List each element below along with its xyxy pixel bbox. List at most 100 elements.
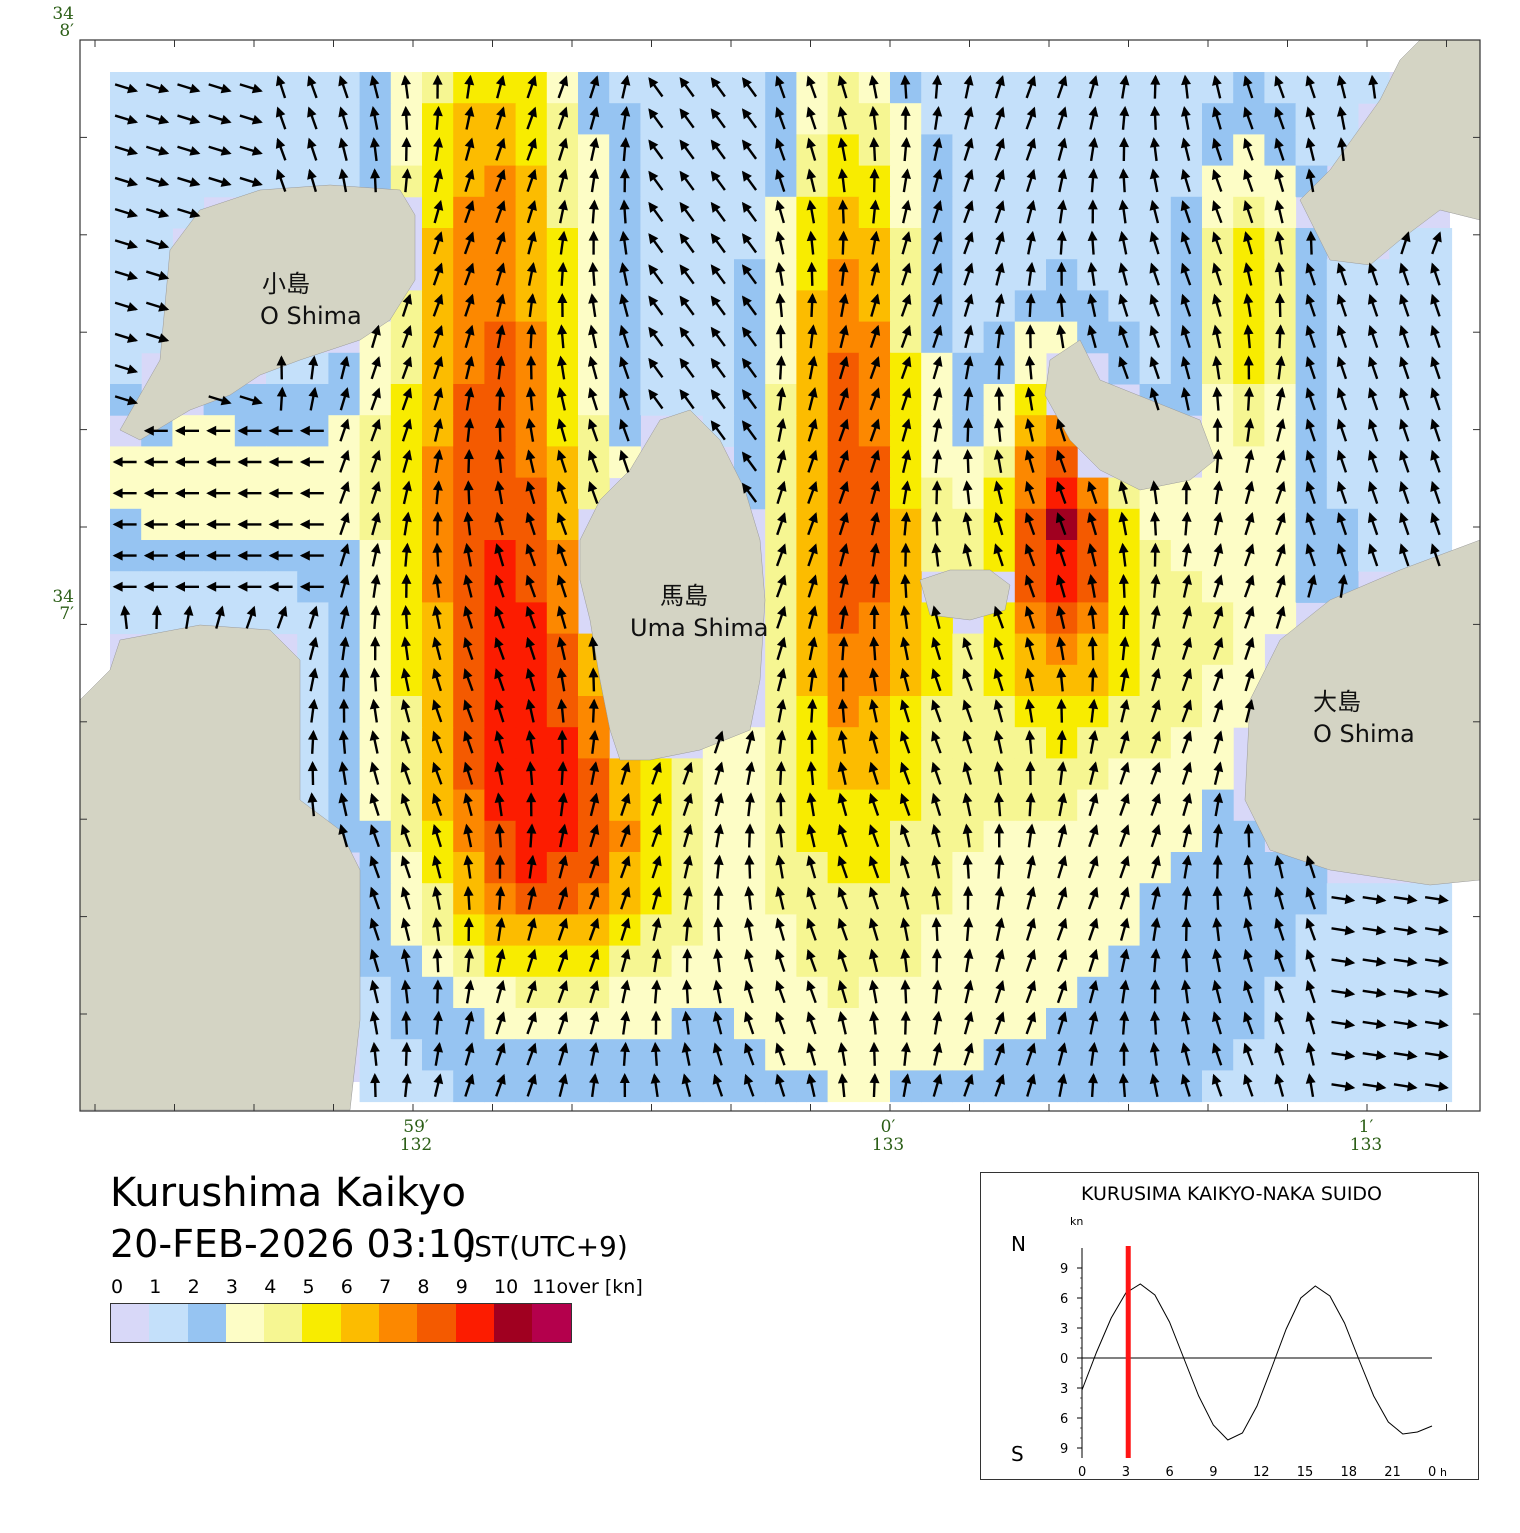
current-arrow [1181,511,1192,536]
current-arrow [1057,823,1068,848]
current-arrow [1212,386,1223,411]
current-arrow [307,168,318,193]
current-arrow [1243,324,1254,349]
current-arrow [558,1073,568,1097]
current-arrow [557,293,568,318]
current-arrow [1393,1019,1418,1029]
current-arrow [401,605,412,630]
current-arrow [1025,168,1037,193]
current-arrow [206,550,231,561]
current-arrow [868,792,880,816]
current-arrow [1331,987,1356,998]
current-arrow [963,417,974,442]
current-arrow [239,114,263,125]
current-arrow [837,168,848,193]
current-arrow [963,386,974,411]
tide-current-chart: KURUSIMA KAIKYO-NAKA SUIDO 9 6 3 0 3 6 9 0 3 6 9 12… [980,1172,1479,1480]
current-arrow [369,792,380,817]
current-arrow [1088,730,1099,754]
current-arrow [494,605,505,629]
chart-title: KURUSIMA KAIKYO-NAKA SUIDO [1081,1183,1383,1205]
current-arrow [932,324,943,349]
current-arrow [1024,386,1035,411]
current-arrow [1056,980,1068,1004]
current-arrow [1305,293,1316,317]
current-arrow [175,519,199,530]
current-arrow [495,917,506,942]
current-arrow [431,667,442,692]
current-arrow [208,395,232,406]
current-arrow [1336,449,1348,473]
current-arrow [1274,1073,1285,1097]
current-arrow [807,418,818,442]
current-arrow [993,480,1004,505]
current-arrow [963,137,974,161]
current-arrow [807,355,818,380]
current-arrow [557,137,569,161]
current-arrow [338,698,349,723]
current-arrow [900,886,910,910]
current-arrow [932,1042,943,1066]
legend-swatch [340,1304,380,1342]
x-tick-label: 0 [1428,1465,1436,1479]
current-arrow [307,729,318,754]
current-arrow [682,979,693,1004]
current-arrow [401,105,412,130]
current-arrow [744,792,755,817]
current-arrow [1150,948,1161,973]
current-arrow [806,823,817,848]
current-arrow [1056,324,1067,349]
current-arrow [114,332,139,343]
current-arrow [710,108,726,129]
current-arrow [1211,1073,1223,1097]
current-arrow [431,699,443,723]
current-arrow [432,979,443,1004]
current-arrow [900,636,910,661]
current-arrow [838,199,849,224]
current-arrow [1057,106,1068,130]
current-arrow [744,854,755,879]
current-arrow [838,512,849,536]
current-arrow [1430,324,1441,348]
current-arrow [679,264,695,285]
current-arrow [432,948,443,973]
current-arrow [651,948,662,973]
current-arrow [900,74,911,99]
current-arrow [370,356,381,380]
current-arrow [1118,511,1129,536]
current-arrow [1150,74,1161,99]
current-arrow [838,293,849,318]
current-arrow [1056,261,1067,286]
current-arrow [963,1073,974,1097]
current-arrow [1087,293,1098,318]
current-arrow [839,543,849,567]
current-arrow [370,449,381,473]
current-arrow [1399,387,1410,411]
current-arrow [1180,324,1191,349]
current-arrow [1399,449,1410,473]
current-arrow [1274,199,1285,224]
current-arrow [175,550,199,561]
current-arrow [806,948,817,972]
legend-swatch [493,1304,533,1342]
current-arrow [837,1010,848,1035]
current-arrow [431,761,443,785]
current-arrow [145,301,170,312]
current-arrow [495,200,506,224]
current-arrow [1244,698,1255,723]
current-arrow [1118,1041,1129,1066]
south-label: S [1011,1442,1024,1466]
current-arrow [679,201,695,222]
current-arrow [526,792,537,817]
current-arrow [495,106,506,130]
current-arrow [1430,543,1441,567]
current-arrow [1368,74,1379,99]
current-arrow [526,980,537,1004]
current-arrow [994,1073,1005,1097]
current-arrow [1336,480,1348,504]
current-arrow [402,449,413,473]
current-arrow [175,457,199,467]
current-arrow [1025,324,1036,349]
current-arrow [1424,894,1449,905]
current-arrow [1337,137,1348,162]
